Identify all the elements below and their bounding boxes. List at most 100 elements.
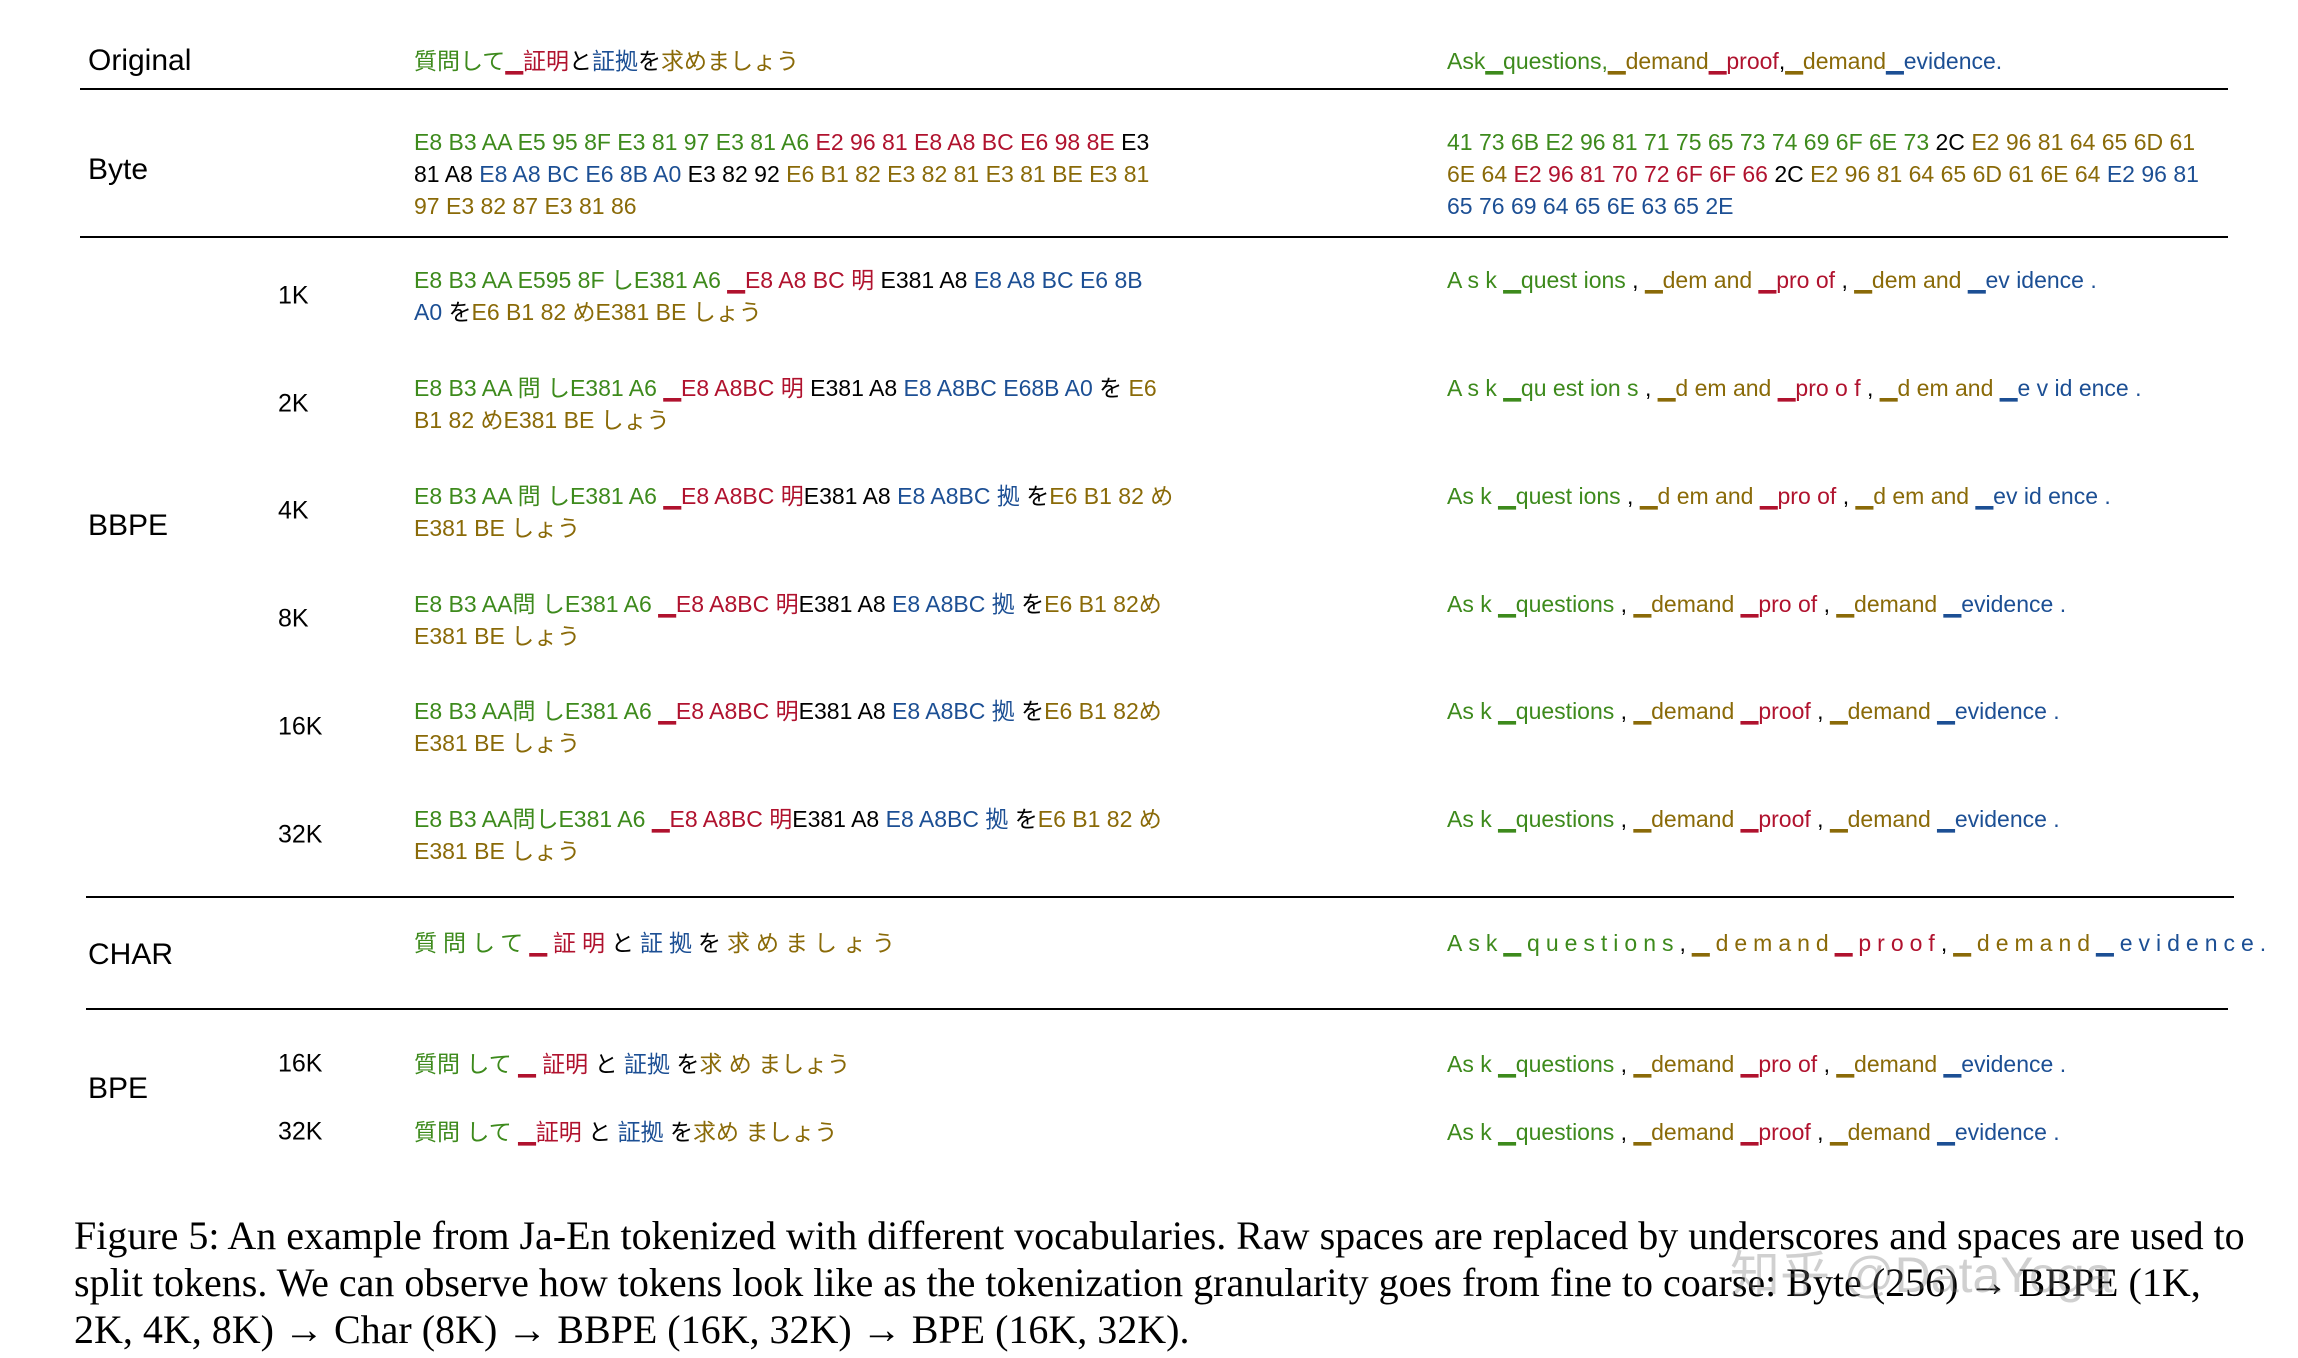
token-segment: 証拠 [640, 930, 699, 956]
token-segment: E8 A8BC 拠 [897, 483, 1027, 509]
token-segment: を [1021, 591, 1045, 617]
ja-tokens: E8 B3 AA問しE381 A6 ▁E8 A8BC 明E381 A8 E8 A… [414, 803, 1174, 867]
token-segment: As k ▁questions [1447, 698, 1621, 724]
token-segment: 質問して [414, 930, 530, 956]
ja-tokens: E8 B3 AA問 しE381 A6 ▁E8 A8BC 明E381 A8 E8 … [414, 695, 1174, 759]
token-segment: , [1679, 930, 1692, 956]
token-segment: As k ▁questions [1447, 591, 1621, 617]
token-segment: As k ▁questions [1447, 1119, 1621, 1145]
token-segment: ▁evidence . [1943, 591, 2067, 617]
token-segment: E3 82 92 [687, 161, 787, 187]
token-segment: E6 B1 82 めE381 BE しょう [471, 299, 762, 325]
token-segment: E3 81 A8 [414, 129, 1150, 187]
token-segment: ▁evidence. [1886, 48, 2003, 74]
token-segment: ▁E8 A8BC 明 [658, 591, 799, 617]
token-segment: , [1841, 267, 1855, 293]
section-label: Byte [88, 153, 149, 186]
token-segment: ▁demand [1607, 48, 1709, 74]
en-tokens: As k ▁questions , ▁demand ▁proof , ▁dema… [1447, 803, 2227, 835]
vocab-size: 2K [278, 389, 309, 418]
token-segment: , [1817, 1119, 1830, 1145]
token-segment: E2 96 81 70 72 6F 6F 66 [1513, 161, 1775, 187]
token-segment: ▁proof [1740, 1119, 1818, 1145]
token-segment: ▁proof [1740, 698, 1818, 724]
token-segment: As k ▁quest ions [1447, 483, 1628, 509]
token-segment: E8 A8 BC E6 8B A0 [414, 267, 1143, 325]
token-segment: E8 B3 AA 問 しE381 A6 [414, 483, 664, 509]
token-segment: ▁demand [1691, 930, 1835, 956]
token-segment: ▁d em and [1855, 483, 1976, 509]
token-segment: ▁demand [1633, 591, 1741, 617]
vocab-size: 32K [278, 1117, 323, 1146]
token-segment: E8 A8BC 拠 [892, 591, 1022, 617]
ja-tokens: E8 B3 AA E595 8F しE381 A6 ▁E8 A8 BC 明 E3… [414, 264, 1174, 328]
section-label: BPE [88, 1072, 149, 1105]
token-segment: ▁pro of [1758, 267, 1842, 293]
vocab-size: 8K [278, 604, 309, 633]
token-segment: ▁evidence . [1937, 698, 2060, 724]
token-segment: ▁demand [1785, 48, 1887, 74]
token-segment: ▁E8 A8 BC 明 [727, 267, 881, 293]
token-segment: As k ▁questions [1447, 1051, 1621, 1077]
token-segment: , [1823, 591, 1837, 617]
token-segment: , [1620, 698, 1634, 724]
token-segment: ▁evidence. [2096, 930, 2273, 956]
token-segment: E2 96 81 64 65 6D 61 6E 64 [1447, 129, 2196, 187]
en-tokens: 41 73 6B E2 96 81 71 75 65 73 74 69 6F 6… [1447, 126, 2227, 222]
token-segment: , [1620, 1051, 1634, 1077]
token-segment: E6 B1 82 めE381 BE しょう [414, 806, 1162, 864]
token-segment: A s k ▁quest ions [1447, 267, 1633, 293]
token-segment: E6 B1 82 めE381 BE しょう [414, 483, 1174, 541]
vocab-size: 16K [278, 712, 323, 741]
token-segment: を [698, 930, 728, 956]
token-segment: , [1940, 930, 1954, 956]
token-segment: ▁E8 A8BC 明 [663, 483, 804, 509]
token-segment: ▁proof [1834, 930, 1941, 956]
token-segment: 求めましょう [727, 930, 902, 956]
token-segment: E381 A8 [798, 698, 892, 724]
en-tokens: Ask▁questions,▁demand▁proof,▁demand▁evid… [1447, 927, 2266, 959]
token-segment: ▁ 証明 [518, 1051, 595, 1077]
token-segment: , [1823, 1051, 1837, 1077]
token-segment: 証拠 [592, 48, 639, 74]
en-tokens: A s k ▁qu est ion s , ▁d em and ▁pro o f… [1447, 372, 2227, 404]
token-segment: ▁pro of [1740, 591, 1824, 617]
token-segment: E8 A8BC 拠 [885, 806, 1015, 832]
ja-tokens: E8 B3 AA 問 しE381 A6 ▁E8 A8BC 明E381 A8 E8… [414, 480, 1174, 544]
token-segment: E8 A8BC E68B A0 [903, 375, 1100, 401]
ja-tokens: 質問 して ▁証明 と 証拠 を求め ましょう [414, 1116, 1174, 1148]
en-tokens: As k ▁questions , ▁demand ▁pro of , ▁dem… [1447, 1048, 2227, 1080]
token-segment: ▁証明 [529, 930, 612, 956]
token-segment: ▁demand [1829, 1119, 1938, 1145]
token-segment: E2 96 81 65 76 69 64 65 6E 63 65 2E [1447, 161, 2199, 219]
token-segment: ▁dem and [1854, 267, 1968, 293]
token-segment: 質問 して [414, 1119, 519, 1145]
token-segment: ▁proof [1740, 806, 1818, 832]
token-segment: を [448, 299, 472, 325]
vocab-size: 1K [278, 281, 309, 310]
token-segment: ▁ev idence . [1967, 267, 2097, 293]
token-segment: E381 A8 [803, 483, 898, 509]
token-segment: 質問 して [414, 1051, 519, 1077]
token-segment: ▁e v id ence . [1999, 375, 2142, 401]
vocab-size: 16K [278, 1049, 323, 1078]
token-segment: Ask▁questions, [1447, 48, 1608, 74]
token-segment: 求 め ましょう [699, 1051, 851, 1077]
token-segment: ▁proof [1708, 48, 1779, 74]
rule [86, 1008, 2228, 1010]
en-tokens: As k ▁quest ions , ▁d em and ▁pro of , ▁… [1447, 480, 2227, 512]
token-segment: E2 96 81 64 65 6D 61 6E 64 [1810, 161, 2107, 187]
section-label: BBPE [88, 509, 169, 542]
token-segment: ▁demand [1633, 1119, 1741, 1145]
ja-tokens: E8 B3 AA 問 しE381 A6 ▁E8 A8BC 明 E381 A8 E… [414, 372, 1174, 436]
token-segment: E8 B3 AA問 しE381 A6 [414, 698, 659, 724]
token-segment: 2C [1774, 161, 1811, 187]
token-segment: Ask▁questions [1447, 930, 1680, 956]
en-tokens: Ask▁questions,▁demand▁proof,▁demand▁evid… [1447, 45, 2227, 77]
token-segment: 質問して [414, 48, 506, 74]
token-segment: E2 96 81 E8 A8 BC E6 98 8E [815, 129, 1122, 155]
token-segment: E8 B3 AA 問 しE381 A6 [414, 375, 664, 401]
token-segment: ▁d em and [1657, 375, 1778, 401]
token-segment: E381 A8 [810, 375, 904, 401]
